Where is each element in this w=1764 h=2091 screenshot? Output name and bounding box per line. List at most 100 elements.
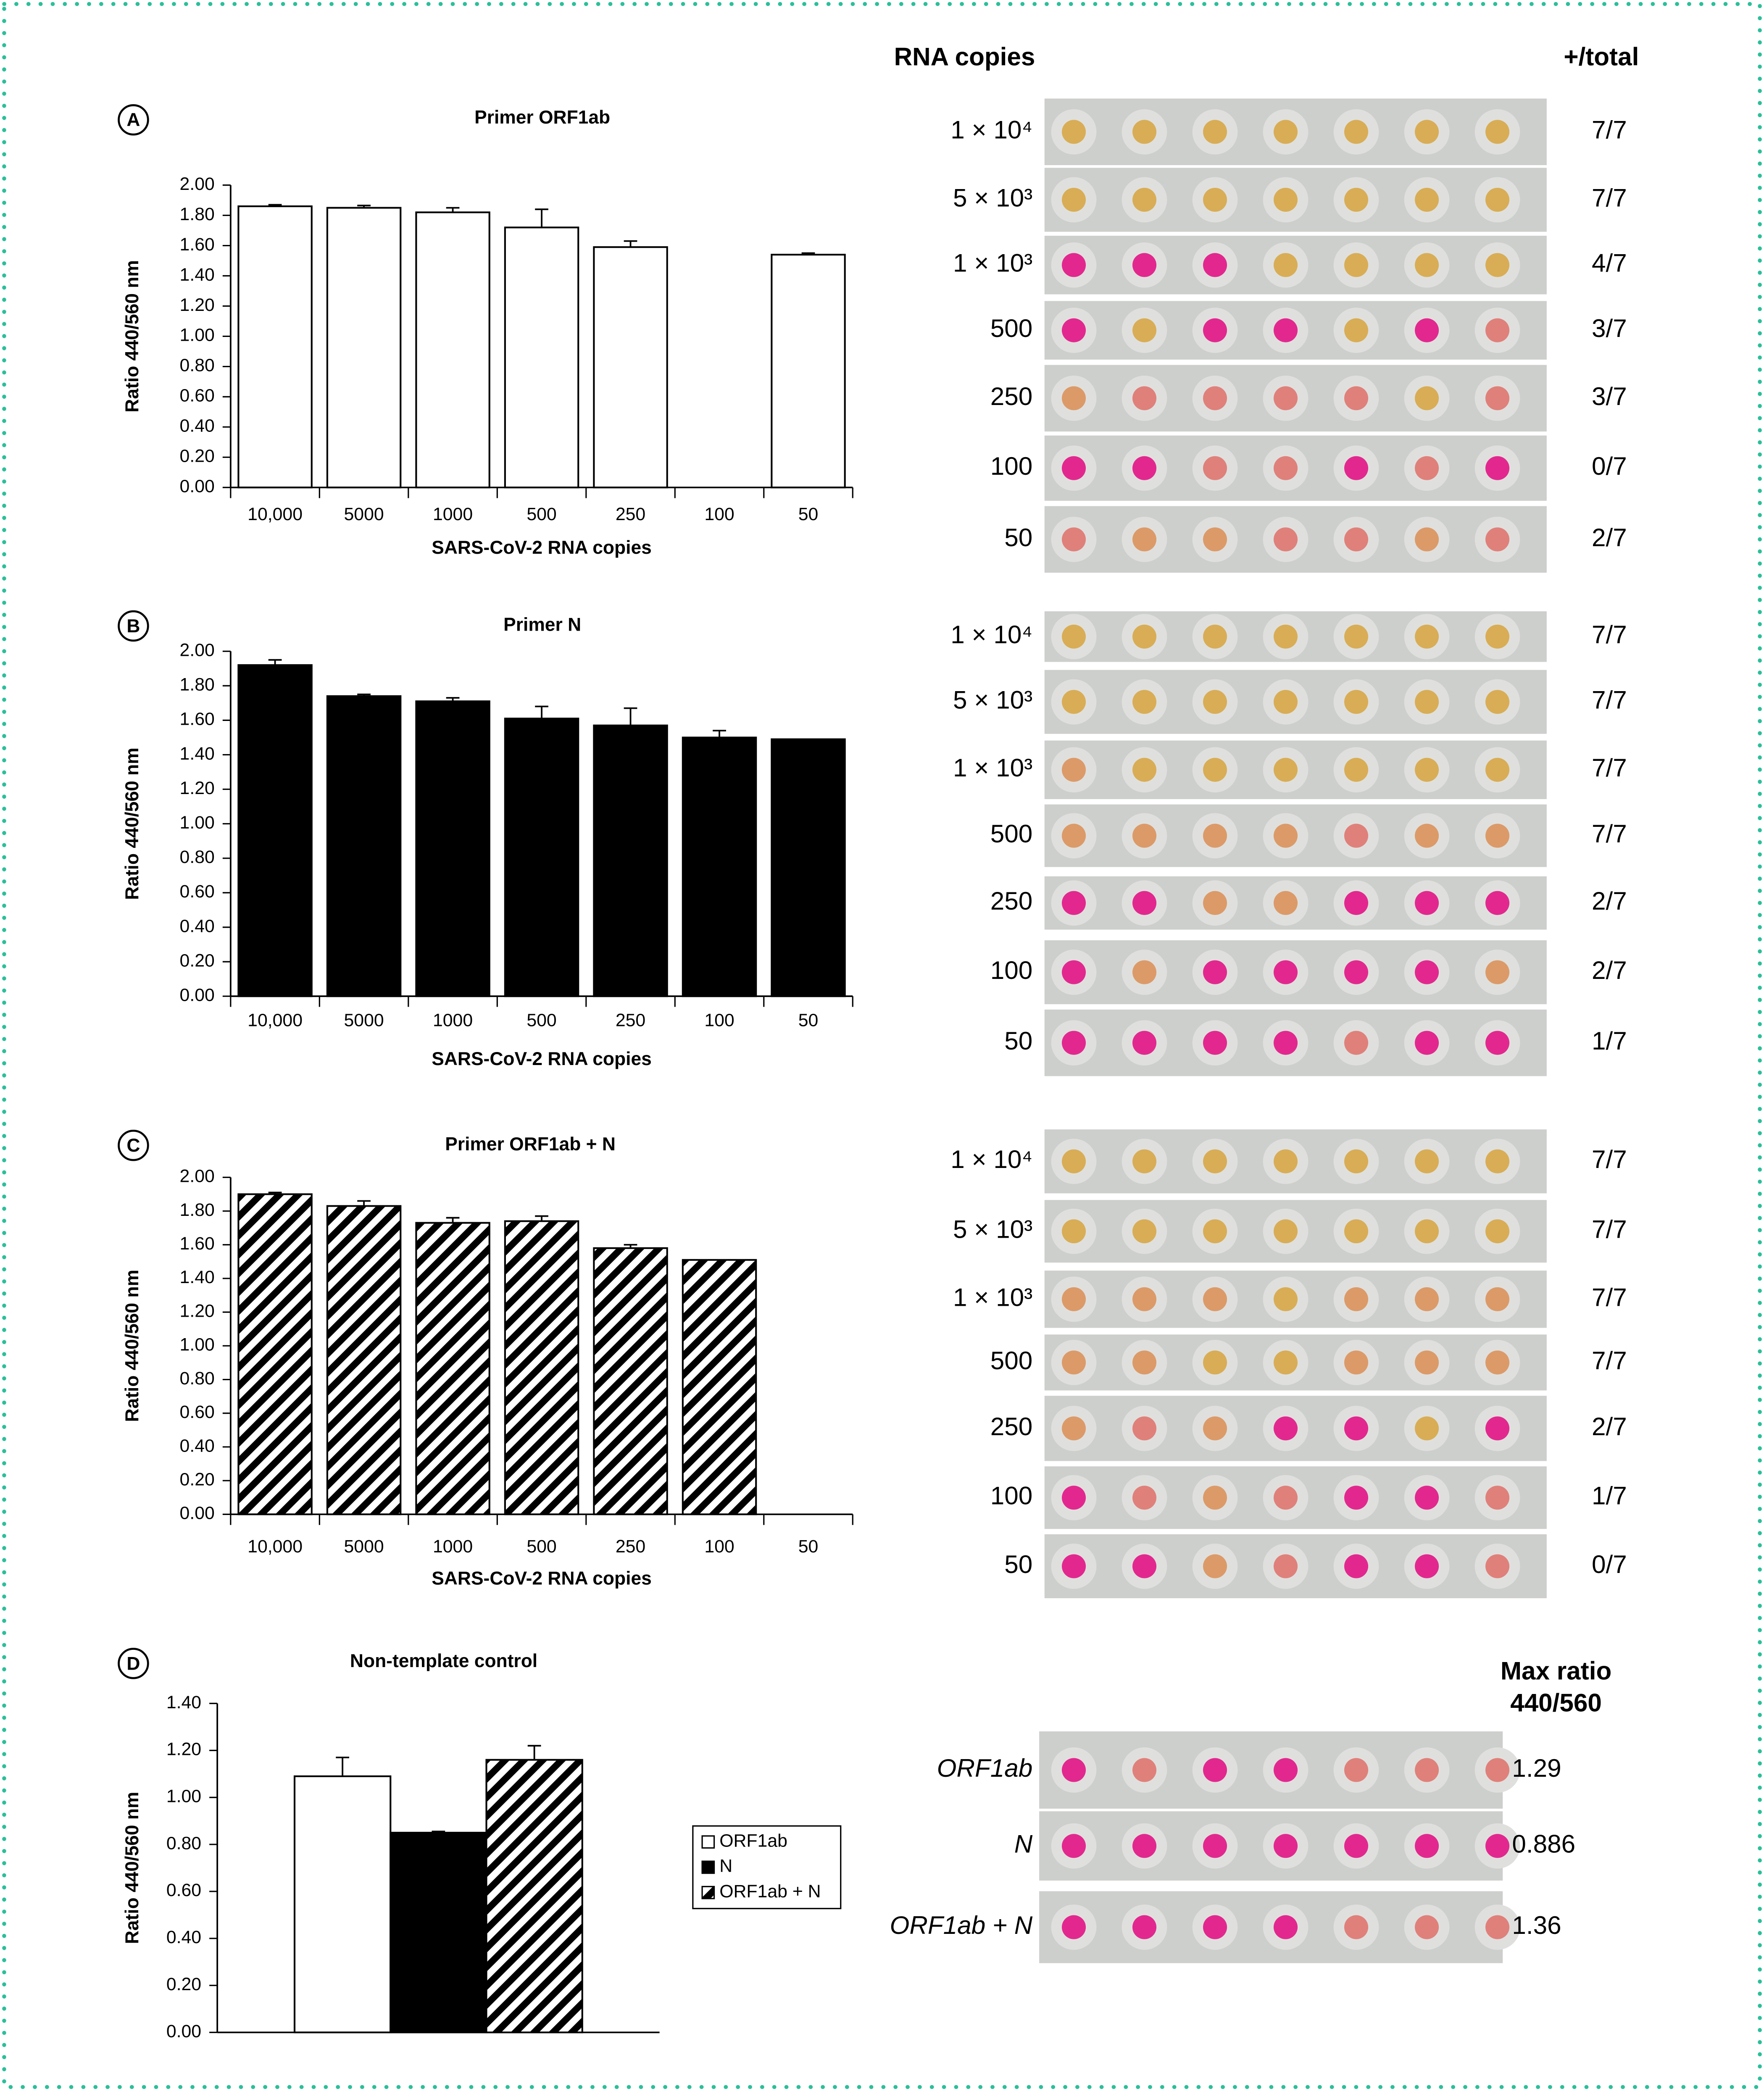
well bbox=[1061, 624, 1086, 649]
well bbox=[1061, 318, 1086, 342]
well bbox=[1415, 1350, 1439, 1375]
y-tick-label: 0.80 bbox=[180, 355, 215, 376]
well bbox=[1415, 1486, 1439, 1510]
well bbox=[1132, 318, 1157, 342]
result-label: 7/7 bbox=[1592, 620, 1627, 649]
result-label: 1/7 bbox=[1592, 1026, 1627, 1055]
well bbox=[1485, 120, 1510, 144]
well bbox=[1061, 386, 1086, 410]
well bbox=[1203, 690, 1227, 714]
well bbox=[1061, 1350, 1086, 1375]
well bbox=[1273, 1834, 1298, 1858]
result-label: 7/7 bbox=[1592, 116, 1627, 144]
well bbox=[1485, 1758, 1510, 1782]
y-tick-label: 0.00 bbox=[166, 2021, 201, 2041]
copies-label: 250 bbox=[990, 382, 1032, 410]
well bbox=[1132, 690, 1157, 714]
max-ratio-header: 440/560 bbox=[1510, 1689, 1602, 1717]
x-tick-label: 1000 bbox=[433, 1010, 473, 1031]
well bbox=[1415, 1031, 1439, 1055]
well bbox=[1273, 1350, 1298, 1375]
primer-label: ORF1ab bbox=[937, 1754, 1033, 1782]
panel-label: A bbox=[126, 110, 140, 130]
well bbox=[1203, 1758, 1227, 1782]
x-tick-label: 50 bbox=[798, 504, 819, 524]
well bbox=[1132, 1149, 1157, 1173]
copies-label: 50 bbox=[1004, 1026, 1032, 1055]
well bbox=[1344, 1416, 1369, 1441]
well bbox=[1415, 1915, 1439, 1939]
well bbox=[1485, 1834, 1510, 1858]
panel-badge bbox=[118, 104, 149, 136]
well bbox=[1485, 1350, 1510, 1375]
well bbox=[1132, 527, 1157, 552]
well bbox=[1203, 1149, 1227, 1173]
well bbox=[1203, 1219, 1227, 1244]
y-tick-label: 0.40 bbox=[180, 416, 215, 436]
well bbox=[1344, 823, 1369, 848]
copies-label: 50 bbox=[1004, 523, 1032, 552]
copies-label: 1 × 10⁴ bbox=[950, 116, 1032, 144]
y-tick-label: 1.40 bbox=[180, 265, 215, 285]
well bbox=[1485, 690, 1510, 714]
well bbox=[1132, 1287, 1157, 1311]
y-tick-label: 0.00 bbox=[180, 985, 215, 1005]
x-tick-label: 250 bbox=[616, 1536, 645, 1557]
result-label: 2/7 bbox=[1592, 1412, 1627, 1441]
well bbox=[1485, 1915, 1510, 1939]
well bbox=[1415, 527, 1439, 552]
well bbox=[1132, 120, 1157, 144]
well bbox=[1415, 1287, 1439, 1311]
well bbox=[1415, 187, 1439, 212]
result-label: 0/7 bbox=[1592, 452, 1627, 480]
x-tick-label: 250 bbox=[616, 504, 645, 524]
y-tick-label: 0.80 bbox=[180, 1368, 215, 1389]
y-axis-label: Ratio 440/560 nm bbox=[122, 260, 142, 413]
x-tick-label: 1000 bbox=[433, 1536, 473, 1557]
well bbox=[1203, 187, 1227, 212]
well bbox=[1203, 757, 1227, 782]
panel-badge bbox=[118, 1130, 149, 1161]
x-tick-label: 100 bbox=[704, 504, 734, 524]
legend-label: ORF1ab bbox=[719, 1831, 787, 1851]
well bbox=[1344, 1758, 1369, 1782]
well bbox=[1273, 1758, 1298, 1782]
well bbox=[1203, 1287, 1227, 1311]
y-tick-label: 1.40 bbox=[166, 1692, 201, 1712]
well bbox=[1132, 823, 1157, 848]
well bbox=[1061, 1287, 1086, 1311]
legend-swatch bbox=[701, 1860, 715, 1874]
well bbox=[1132, 1758, 1157, 1782]
well bbox=[1344, 690, 1369, 714]
x-tick-label: 250 bbox=[616, 1010, 645, 1031]
result-header: +/total bbox=[1564, 42, 1639, 71]
well bbox=[1203, 1915, 1227, 1939]
well bbox=[1132, 891, 1157, 915]
x-tick-label: 50 bbox=[798, 1010, 819, 1031]
well bbox=[1273, 757, 1298, 782]
well bbox=[1273, 823, 1298, 848]
y-tick-label: 0.80 bbox=[180, 847, 215, 867]
panel-label: C bbox=[126, 1135, 140, 1156]
y-tick-label: 2.00 bbox=[180, 640, 215, 660]
well bbox=[1061, 527, 1086, 552]
copies-label: 1 × 10³ bbox=[953, 1283, 1032, 1311]
primer-label: ORF1ab + N bbox=[890, 1911, 1033, 1939]
well bbox=[1061, 960, 1086, 984]
copies-label: 100 bbox=[990, 452, 1032, 480]
panel-badge bbox=[118, 1648, 149, 1679]
well bbox=[1344, 891, 1369, 915]
well bbox=[1203, 960, 1227, 984]
well bbox=[1203, 456, 1227, 480]
x-axis-label: SARS-CoV-2 RNA copies bbox=[432, 537, 652, 558]
well bbox=[1061, 891, 1086, 915]
well bbox=[1344, 1915, 1369, 1939]
well bbox=[1485, 960, 1510, 984]
well bbox=[1203, 1554, 1227, 1578]
well bbox=[1061, 690, 1086, 714]
well bbox=[1344, 1554, 1369, 1578]
well bbox=[1203, 1350, 1227, 1375]
bar bbox=[504, 718, 579, 997]
result-label: 2/7 bbox=[1592, 523, 1627, 552]
